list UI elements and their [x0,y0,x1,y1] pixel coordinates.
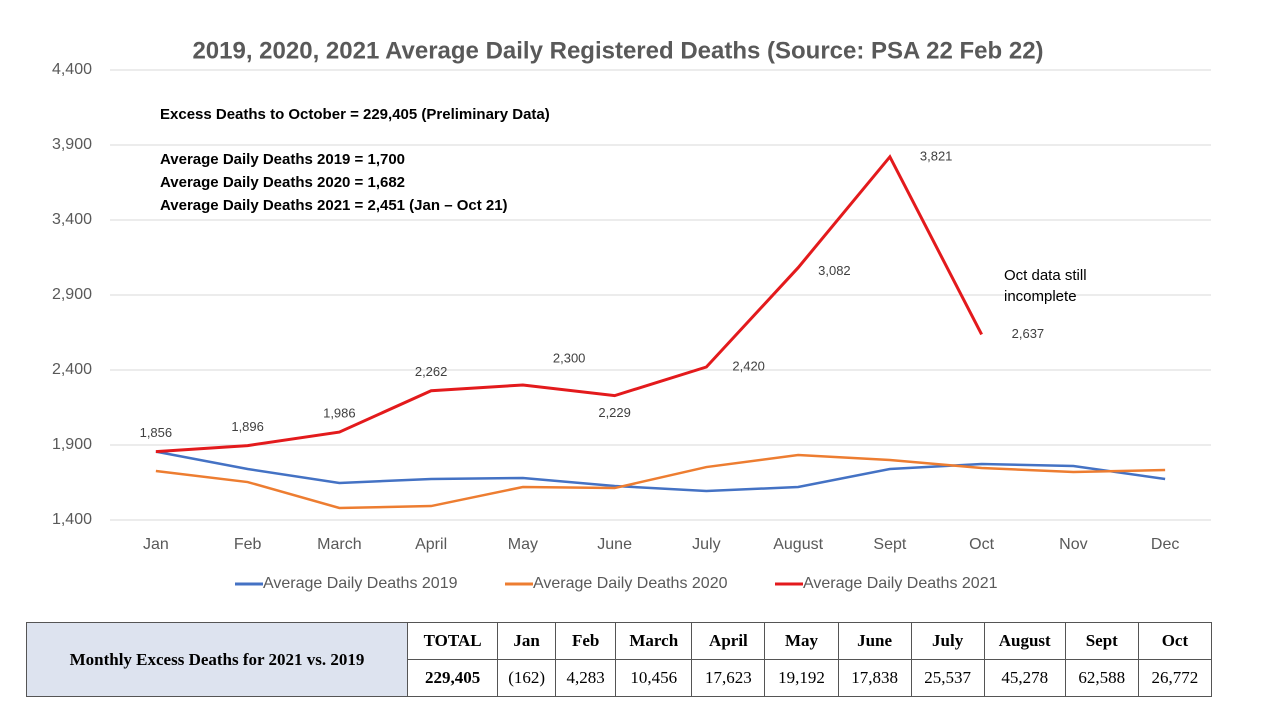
table-cell: 25,537 [910,659,985,697]
x-tick-label: Sept [873,536,906,553]
table-cell: August [983,622,1066,660]
annotation: Oct data still incomplete [1004,267,1087,305]
table-cell: March [615,622,693,660]
data-label: 3,082 [818,263,851,278]
table-cell: 19,192 [764,659,839,697]
chart-title: 2019, 2020, 2021 Average Daily Registere… [192,37,1043,64]
table-cell: (162) [497,659,557,697]
table-cell: 10,456 [615,659,693,697]
table-cell: 4,283 [555,659,617,697]
note: Average Daily Deaths 2019 = 1,700 [160,151,406,168]
data-label: 1,986 [323,406,356,421]
table-cell: May [764,622,839,660]
y-tick-label: 1,400 [52,511,92,528]
table-cell: TOTAL [406,622,499,660]
note: Average Daily Deaths 2021 = 2,451 (Jan –… [160,197,508,214]
data-label: 1,856 [140,425,173,440]
y-tick-label: 1,900 [52,436,92,453]
data-label: 2,229 [598,405,631,420]
x-tick-label: Nov [1059,536,1087,553]
data-label: 2,300 [553,350,586,365]
table-cell: 26,772 [1137,659,1213,697]
data-label: 3,821 [920,148,953,163]
x-tick-label: Jan [143,536,169,553]
note: Average Daily Deaths 2020 = 1,682 [160,174,406,191]
x-tick-label: Oct [969,536,994,553]
table-cell: 17,623 [691,659,766,697]
table-cell: Feb [555,622,617,660]
x-tick-label: Dec [1151,536,1179,553]
x-tick-label: June [597,536,632,553]
series-line [155,154,983,454]
x-tick-label: Feb [234,536,262,553]
table-cell: Jan [497,622,557,660]
x-tick-label: March [317,536,361,553]
table-cell: 229,405 [406,659,499,697]
y-tick-label: 2,400 [52,361,92,378]
legend-label: Average Daily Deaths 2019 [263,575,458,592]
legend-label: Average Daily Deaths 2020 [533,575,728,592]
x-tick-label: May [508,536,538,553]
data-label: 1,896 [231,419,264,434]
table-cell: Oct [1137,622,1213,660]
data-label: 2,420 [732,358,765,373]
table-cell: June [837,622,912,660]
x-tick-label: April [415,536,447,553]
y-tick-label: 3,900 [52,136,92,153]
legend-label: Average Daily Deaths 2021 [803,575,998,592]
x-tick-label: July [692,536,720,553]
chart: 2019, 2020, 2021 Average Daily Registere… [52,37,1211,592]
y-tick-label: 2,900 [52,286,92,303]
x-tick-label: August [773,536,823,553]
table-cell: April [691,622,766,660]
y-tick-label: 4,400 [52,61,92,78]
excess-table: Monthly Excess Deaths for 2021 vs. 2019 T… [26,622,1213,697]
table-cell: 62,588 [1064,659,1139,697]
table-cell: 17,838 [837,659,912,697]
series-line [155,450,1166,493]
row-header: Monthly Excess Deaths for 2021 vs. 2019 [26,622,408,697]
series-line [155,453,1166,510]
table-cell: July [910,622,985,660]
y-tick-label: 3,400 [52,211,92,228]
table-cell: Sept [1064,622,1139,660]
table-cell: 45,278 [983,659,1066,697]
data-label: 2,637 [1012,326,1045,341]
data-label: 2,262 [415,364,448,379]
note: Excess Deaths to October = 229,405 (Prel… [160,106,550,123]
